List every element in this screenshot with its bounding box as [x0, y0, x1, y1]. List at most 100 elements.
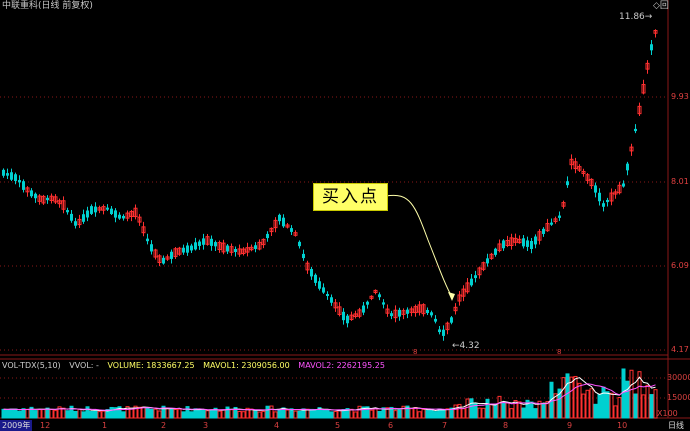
timeline-month: 2 [161, 421, 167, 430]
price-candle [157, 255, 162, 263]
volume-bar [633, 393, 638, 419]
buy-point-arrowhead [448, 292, 455, 301]
timeline-month: 5 [335, 421, 341, 430]
volume-axis-label: 15000 [667, 393, 690, 402]
volume-indicator-name[interactable]: VOL-TDX(5,10) [2, 361, 61, 370]
price-candle [430, 312, 433, 316]
volume-bar [273, 411, 278, 419]
price-candle [57, 200, 62, 205]
price-candle [266, 233, 269, 239]
volume-bar [109, 406, 114, 419]
volume-bar [217, 410, 222, 419]
volume-bar [245, 407, 250, 419]
price-candle [477, 267, 482, 276]
low-price-label: ←4.32 [452, 341, 480, 351]
volume-bar [197, 408, 202, 419]
price-candle [645, 62, 650, 70]
volume-bar [517, 401, 522, 419]
price-candle [282, 217, 285, 227]
price-candle [302, 253, 305, 259]
volume-bar [65, 410, 70, 419]
price-candle [257, 241, 262, 250]
price-candle [129, 211, 134, 217]
price-candle [581, 170, 586, 175]
price-candle [622, 183, 625, 187]
timeline-period[interactable]: 日线 [668, 421, 684, 430]
volume-bar [409, 408, 414, 419]
volume-bar [553, 393, 558, 419]
price-candle [278, 214, 281, 222]
volume-bar [349, 408, 354, 419]
volume-bar [521, 407, 526, 419]
volume-bar [153, 408, 158, 419]
buy-point-callout: 买入点 [313, 183, 388, 211]
timeline-month: 8 [503, 421, 509, 430]
price-candle [417, 304, 422, 313]
volume-bar [381, 407, 386, 419]
volume-bar [113, 407, 118, 419]
volume-bar [89, 411, 94, 419]
volume-bar [545, 401, 550, 419]
volume-bar [29, 406, 34, 419]
volume-bar [289, 408, 294, 419]
price-candle [401, 310, 406, 315]
volume-bar [377, 410, 382, 419]
volume-bar [125, 406, 130, 419]
price-candle [617, 184, 622, 194]
window-controls[interactable]: ◇回 [653, 1, 669, 11]
volume-bar [577, 382, 582, 419]
price-candle [74, 221, 77, 226]
price-candle [25, 187, 30, 193]
price-candle [310, 268, 313, 277]
volume-bar [497, 395, 502, 419]
volume-bar [645, 384, 650, 419]
price-candle [198, 241, 201, 246]
volume-bar [225, 406, 230, 419]
volume-bar [161, 405, 166, 419]
price-candle [577, 166, 582, 171]
price-candle [114, 210, 117, 218]
volume-value: VOLUME: 1833667.25 [107, 361, 195, 370]
price-candle [653, 29, 658, 34]
volume-bar [513, 400, 518, 419]
volume-bar [337, 409, 342, 419]
volume-bar [357, 405, 362, 419]
volume-bar [1, 408, 6, 419]
price-candle [173, 248, 178, 258]
price-candle [269, 227, 274, 233]
chart-title: 中联重科(日线 前复权) [2, 1, 93, 11]
volume-bar [573, 375, 578, 419]
price-candle [378, 294, 381, 298]
price-candle [237, 248, 242, 255]
volume-bar [449, 407, 454, 419]
price-candle [49, 195, 54, 201]
price-candle [146, 238, 149, 242]
price-candle [118, 214, 121, 219]
price-candle [261, 238, 266, 246]
price-candle [409, 308, 414, 313]
volume-bar [293, 410, 298, 419]
volume-bar [189, 411, 194, 419]
price-candle [82, 214, 85, 222]
volume-bar [57, 406, 62, 419]
volume-indicator-header: VOL-TDX(5,10) VVOL: - VOLUME: 1833667.25… [2, 361, 391, 371]
volume-bar [81, 411, 86, 419]
volume-bar [269, 405, 274, 419]
price-candle [106, 207, 109, 210]
volume-bar [533, 408, 538, 419]
volume-bar [105, 409, 110, 419]
volume-bar [37, 409, 42, 419]
price-axis-label: 8.01 [671, 177, 689, 186]
volume-bar [373, 408, 378, 419]
price-candle [141, 226, 146, 234]
price-candle [573, 161, 578, 170]
volume-bar [45, 407, 50, 419]
price-candle [413, 306, 418, 314]
price-candle [314, 274, 317, 283]
volume-bar [389, 406, 394, 419]
candlestick-series [2, 29, 658, 341]
price-axis-label: 9.93 [671, 92, 689, 101]
price-candle [162, 257, 165, 264]
price-candle [369, 295, 374, 299]
